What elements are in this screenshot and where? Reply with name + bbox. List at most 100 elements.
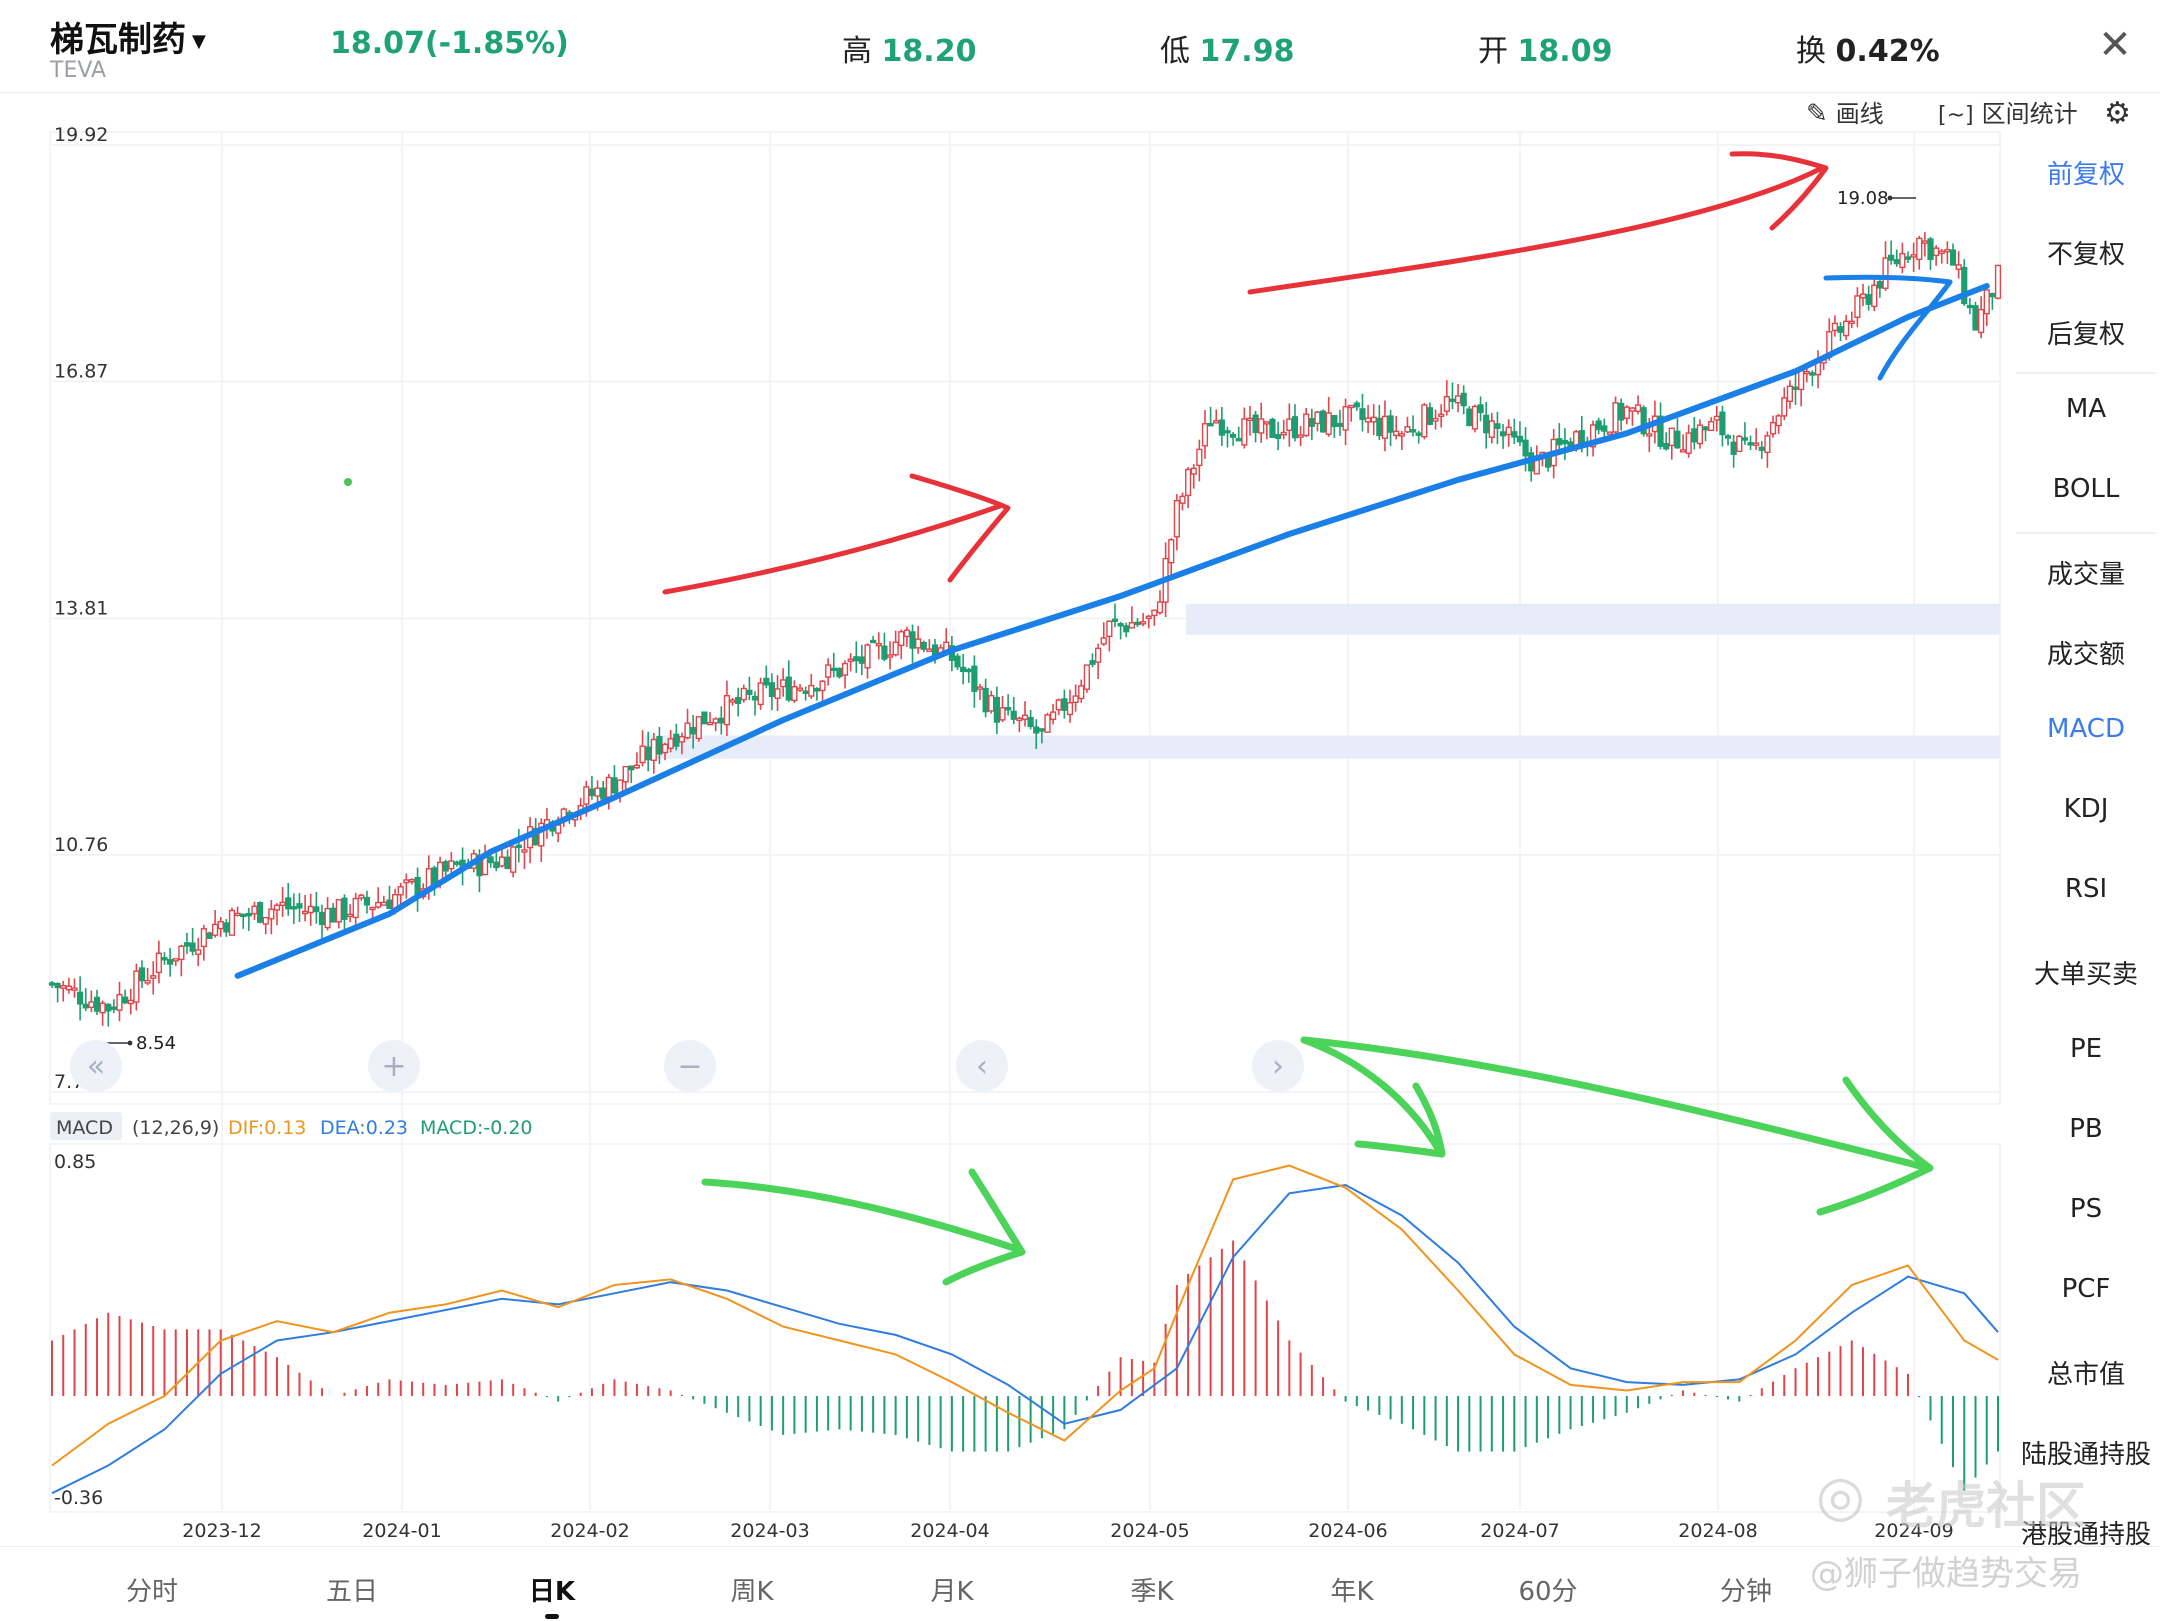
stock-name-text[interactable]: 梯瓦制药 xyxy=(50,20,186,60)
candle-down xyxy=(431,867,438,885)
red-trend-arrow-2 xyxy=(1247,165,1825,295)
plus-icon[interactable]: + xyxy=(368,1040,420,1092)
turnover-value: 0.42% xyxy=(1835,34,1940,69)
candle-down xyxy=(504,856,511,870)
caret-down-icon[interactable]: ▼ xyxy=(192,31,206,52)
candle-down xyxy=(1359,408,1366,421)
candle-down xyxy=(1724,435,1732,439)
side-item-0[interactable]: 前复权 xyxy=(2046,160,2125,190)
side-item-16[interactable]: 陆股通持股 xyxy=(2020,1440,2151,1470)
stock-ticker: TEVA xyxy=(50,58,107,83)
side-item-6[interactable]: 成交额 xyxy=(2046,640,2125,670)
candle-up xyxy=(1775,415,1782,427)
side-item-14[interactable]: PCF xyxy=(2061,1274,2111,1304)
side-item-5[interactable]: 成交量 xyxy=(2046,560,2125,590)
candle-up xyxy=(1978,308,1985,334)
quote-header: 梯瓦制药 ▼ TEVA 18.07(-1.85%) 高 18.20 低 17.98… xyxy=(0,0,2160,93)
candle-up xyxy=(1994,264,2002,299)
candle-up xyxy=(1280,431,1287,436)
side-item-15[interactable]: 总市值 xyxy=(2046,1360,2125,1390)
candle-down xyxy=(785,676,792,701)
side-item-8[interactable]: KDJ xyxy=(2063,794,2109,824)
candle-down xyxy=(1640,407,1647,435)
candle-up xyxy=(1342,406,1349,431)
candle-up xyxy=(1708,420,1715,432)
side-item-13[interactable]: PS xyxy=(2069,1194,2103,1224)
period-tab-label: 月K xyxy=(930,1577,974,1607)
period-tab-0[interactable]: 分时 xyxy=(82,1571,222,1608)
candle-up xyxy=(144,979,151,984)
period-tab-8[interactable]: 分钟 xyxy=(1676,1571,1816,1608)
left-button-bg xyxy=(956,1040,1008,1092)
candle-down xyxy=(1747,442,1754,446)
candle-down xyxy=(656,736,663,755)
candle-up xyxy=(1348,404,1355,409)
candle-down xyxy=(161,957,168,961)
period-tab-5[interactable]: 季K xyxy=(1082,1571,1222,1608)
draw-line-button[interactable]: ✎ 画线 xyxy=(1806,94,1884,134)
side-item-9[interactable]: RSI xyxy=(2064,874,2108,904)
candle-down xyxy=(768,682,776,698)
candle-down xyxy=(223,922,230,933)
candle-up xyxy=(1471,405,1479,430)
side-item-10[interactable]: 大单买卖 xyxy=(2033,960,2138,990)
turnover-label: 换 xyxy=(1796,34,1826,69)
right-button-bg xyxy=(1252,1040,1304,1092)
candle-up xyxy=(1432,417,1439,422)
period-tab-4[interactable]: 月K xyxy=(882,1571,1022,1608)
side-item-4[interactable]: BOLL xyxy=(2052,474,2120,504)
period-tab-6[interactable]: 年K xyxy=(1282,1571,1422,1608)
watermark: ◎ 老虎社区 xyxy=(1816,1462,2116,1542)
blue-arrow-head xyxy=(1877,279,1953,381)
settings-icon[interactable]: ⚙ xyxy=(2104,96,2131,131)
candle-up xyxy=(1404,426,1411,433)
candle-up xyxy=(228,909,236,936)
close-icon[interactable]: ✕ xyxy=(2098,22,2132,68)
right-icon[interactable]: › xyxy=(1252,1040,1304,1092)
candle-down xyxy=(183,942,191,947)
candle-up xyxy=(1297,434,1304,438)
candle-up xyxy=(1314,411,1321,425)
candle-down xyxy=(1235,437,1242,442)
side-item-1[interactable]: 不复权 xyxy=(2046,240,2125,270)
candle-up xyxy=(1286,418,1293,431)
chart-controls[interactable]: « + − ‹ › xyxy=(70,1040,1304,1092)
side-item-12[interactable]: PB xyxy=(2069,1114,2103,1144)
side-item-7[interactable]: MACD xyxy=(2047,714,2125,744)
tiger-logo-icon: ◎ xyxy=(1816,1464,1865,1529)
left-icon[interactable]: ‹ xyxy=(956,1040,1008,1092)
side-item-17[interactable]: 港股通持股 xyxy=(2020,1520,2151,1550)
candle-up xyxy=(678,736,686,743)
side-item-11[interactable]: PE xyxy=(2069,1034,2103,1064)
candle-up xyxy=(1050,711,1057,721)
candle-down xyxy=(718,717,725,724)
period-tab-2[interactable]: 日K xyxy=(482,1571,622,1619)
side-item-2[interactable]: 后复权 xyxy=(2046,320,2125,350)
range-stats-button[interactable]: [~] 区间统计 xyxy=(1938,94,2078,134)
candle-down xyxy=(954,655,961,668)
low-marker-dot xyxy=(127,1040,133,1046)
candle-up xyxy=(1769,421,1777,435)
period-tab-3[interactable]: 周K xyxy=(682,1571,822,1608)
x-tick-label: 2024-09 xyxy=(1874,1520,1953,1542)
period-tab-7[interactable]: 60分 xyxy=(1478,1571,1618,1608)
red-arrow-head-1 xyxy=(909,473,1011,583)
candle-down xyxy=(1674,430,1681,449)
double-left-icon[interactable]: « xyxy=(70,1040,122,1092)
candle-down xyxy=(1134,621,1141,626)
candle-up xyxy=(1106,620,1113,638)
candle-up xyxy=(1072,695,1079,704)
candle-down xyxy=(296,903,303,909)
period-tab-1[interactable]: 五日 xyxy=(282,1571,422,1608)
candle-down xyxy=(1561,439,1569,445)
candle-down xyxy=(1426,407,1434,425)
candle-up xyxy=(335,899,342,923)
candle-up xyxy=(352,897,359,919)
x-tick-label: 2024-07 xyxy=(1480,1520,1559,1542)
minus-icon[interactable]: − xyxy=(664,1040,716,1092)
stock-name[interactable]: 梯瓦制药 ▼ xyxy=(50,12,206,61)
candle-down xyxy=(1207,422,1214,427)
side-item-3[interactable]: MA xyxy=(2065,394,2107,424)
candle-down xyxy=(122,996,129,1004)
